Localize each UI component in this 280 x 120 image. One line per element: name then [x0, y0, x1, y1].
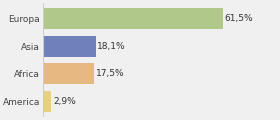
Text: 2,9%: 2,9%	[53, 97, 76, 106]
Text: 18,1%: 18,1%	[97, 42, 126, 51]
Bar	[43, 63, 94, 84]
Bar	[43, 91, 52, 112]
Text: 17,5%: 17,5%	[96, 69, 124, 78]
Text: 61,5%: 61,5%	[225, 14, 253, 23]
Bar	[43, 8, 223, 29]
Bar	[43, 36, 96, 57]
